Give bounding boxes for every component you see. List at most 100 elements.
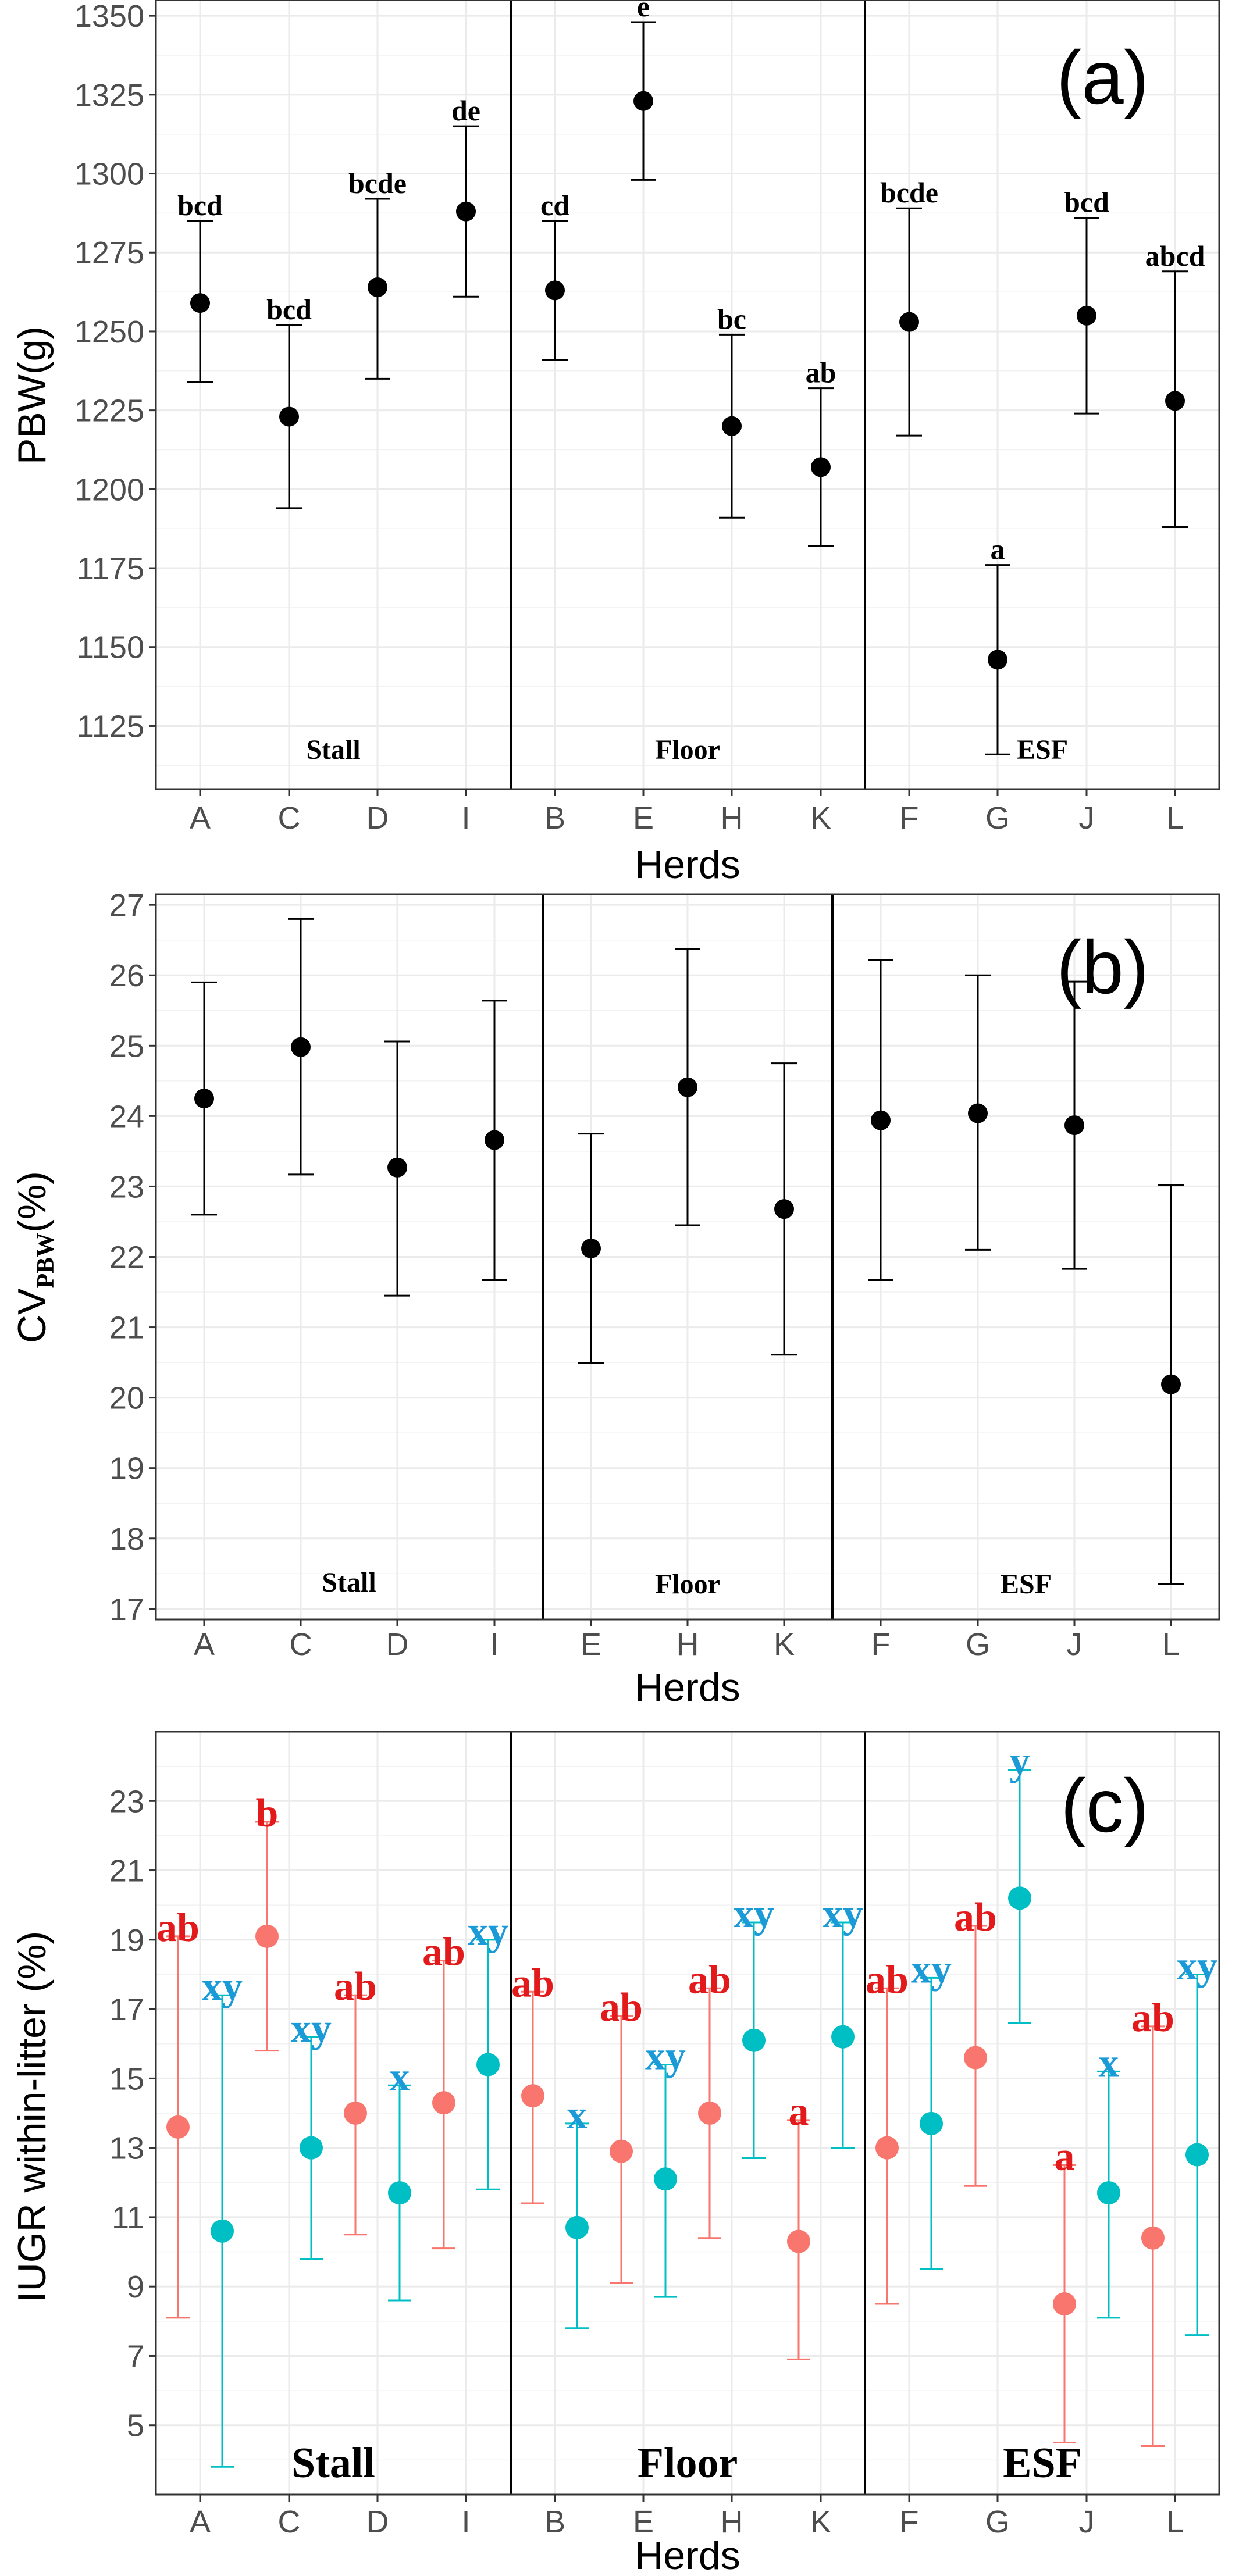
- x-tick-label-A: A: [190, 801, 211, 836]
- x-tick-label-A: A: [194, 1627, 215, 1662]
- sig-label-red-I: ab: [422, 1930, 465, 1975]
- point-I: [485, 1130, 504, 1150]
- point-red-F: [875, 2136, 899, 2160]
- panel-c-group-stall: Stall: [291, 2439, 375, 2487]
- x-tick-label-A: A: [190, 2504, 211, 2539]
- sig-label-red-G: ab: [954, 1895, 997, 1940]
- panel-b-y-title-main: CV: [10, 1288, 54, 1343]
- x-tick-label-F: F: [871, 1627, 891, 1662]
- point-B: [545, 280, 565, 301]
- y-tick-label: 20: [109, 1381, 144, 1416]
- x-tick-label-L: L: [1166, 2504, 1184, 2539]
- sig-label-red-J: a: [1055, 2134, 1075, 2179]
- y-tick-label: 1225: [74, 394, 144, 429]
- panel-b-cv: (b) Stall Floor ESF 17 18 19 20 21 22 23 24 25 26…: [10, 888, 1220, 1710]
- sig-label-teal-F: xy: [911, 1947, 952, 1992]
- x-tick-label-H: H: [677, 1627, 699, 1662]
- point-red-J: [1053, 2292, 1076, 2315]
- panel-b-group-stall: Stall: [322, 1567, 376, 1598]
- y-tick-label: 21: [109, 1854, 144, 1889]
- panel-a-y-axis: 1125 1150 1175 1200 1225 1250 1275 1300 1325 1350: [74, 0, 156, 744]
- x-tick-label-I: I: [490, 1627, 499, 1662]
- y-tick-label: 19: [109, 1923, 144, 1958]
- point-teal-B: [565, 2215, 589, 2239]
- point-teal-D: [388, 2181, 411, 2205]
- x-tick-label-B: B: [544, 801, 565, 836]
- x-tick-label-G: G: [985, 801, 1010, 836]
- point-K: [811, 457, 831, 477]
- y-tick-label: 19: [109, 1451, 144, 1486]
- point-E: [581, 1238, 601, 1258]
- sig-label-red-L: ab: [1131, 1996, 1174, 2040]
- sig-label-G: a: [991, 533, 1005, 566]
- x-tick-label-E: E: [633, 2504, 654, 2539]
- sig-label-teal-L: xy: [1177, 1943, 1217, 1988]
- y-tick-label: 7: [127, 2339, 144, 2374]
- sig-label-K: ab: [806, 356, 836, 389]
- point-E: [633, 91, 653, 111]
- panel-c-y-axis: 5 7 9 11 13 15 17 19 21 23: [109, 1784, 156, 2443]
- point-A: [194, 1089, 214, 1109]
- y-tick-label: 1250: [74, 315, 144, 349]
- point-I: [456, 201, 476, 222]
- panel-c-frame: [155, 1731, 1220, 2496]
- x-tick-label-C: C: [278, 801, 301, 836]
- panel-c-label: (c): [1060, 1763, 1149, 1848]
- panel-a-grid: [156, 0, 1219, 789]
- point-C: [279, 406, 299, 427]
- x-tick-label-K: K: [774, 1627, 795, 1662]
- sig-label-B: cd: [540, 189, 569, 222]
- sig-label-teal-J: x: [1099, 2040, 1119, 2085]
- y-tick-label: 1150: [77, 630, 144, 665]
- y-tick-label: 23: [109, 1784, 144, 1819]
- x-tick-label-K: K: [810, 801, 831, 836]
- x-tick-label-L: L: [1162, 1627, 1180, 1662]
- point-red-C: [255, 1924, 279, 1948]
- panel-b-marks: [191, 918, 1184, 1585]
- point-A: [190, 293, 210, 313]
- y-tick-label: 1175: [77, 551, 144, 586]
- x-tick-label-G: G: [985, 2504, 1010, 2539]
- point-C: [291, 1037, 311, 1057]
- sig-label-teal-B: x: [567, 2093, 588, 2138]
- point-red-B: [521, 2084, 544, 2108]
- point-D: [387, 1157, 407, 1178]
- panel-a-y-title: PBW(g): [10, 326, 54, 465]
- point-F: [871, 1110, 891, 1130]
- point-H: [678, 1077, 697, 1097]
- sig-label-H: bc: [717, 302, 746, 335]
- point-red-H: [698, 2102, 721, 2125]
- x-tick-label-J: J: [1079, 2504, 1095, 2539]
- x-tick-label-K: K: [810, 2504, 831, 2539]
- point-teal-C: [300, 2136, 323, 2160]
- x-tick-label-D: D: [366, 2504, 389, 2539]
- sig-label-red-C: b: [256, 1791, 279, 1836]
- y-tick-label: 1350: [74, 0, 144, 34]
- x-tick-label-D: D: [366, 801, 389, 836]
- panel-b-x-title: Herds: [635, 1665, 740, 1710]
- x-tick-label-I: I: [461, 801, 470, 836]
- x-tick-label-I: I: [461, 2504, 470, 2539]
- y-tick-label: 1125: [77, 709, 144, 744]
- point-F: [899, 312, 919, 332]
- x-tick-label-L: L: [1166, 801, 1184, 836]
- point-red-D: [344, 2102, 367, 2125]
- sig-label-teal-H: xy: [734, 1892, 774, 1936]
- point-teal-J: [1097, 2181, 1120, 2205]
- point-L: [1165, 391, 1185, 411]
- panel-b-y-axis: 17 18 19 20 21 22 23 24 25 26 27: [109, 888, 156, 1627]
- sig-label-A: bcd: [177, 189, 223, 222]
- y-tick-label: 21: [109, 1311, 144, 1346]
- y-tick-label: 23: [109, 1169, 144, 1204]
- point-red-K: [787, 2229, 810, 2253]
- point-G: [968, 1103, 988, 1123]
- x-tick-label-B: B: [544, 2504, 565, 2539]
- panel-b-group-esf: ESF: [1001, 1569, 1052, 1600]
- sig-label-red-A: ab: [156, 1906, 200, 1950]
